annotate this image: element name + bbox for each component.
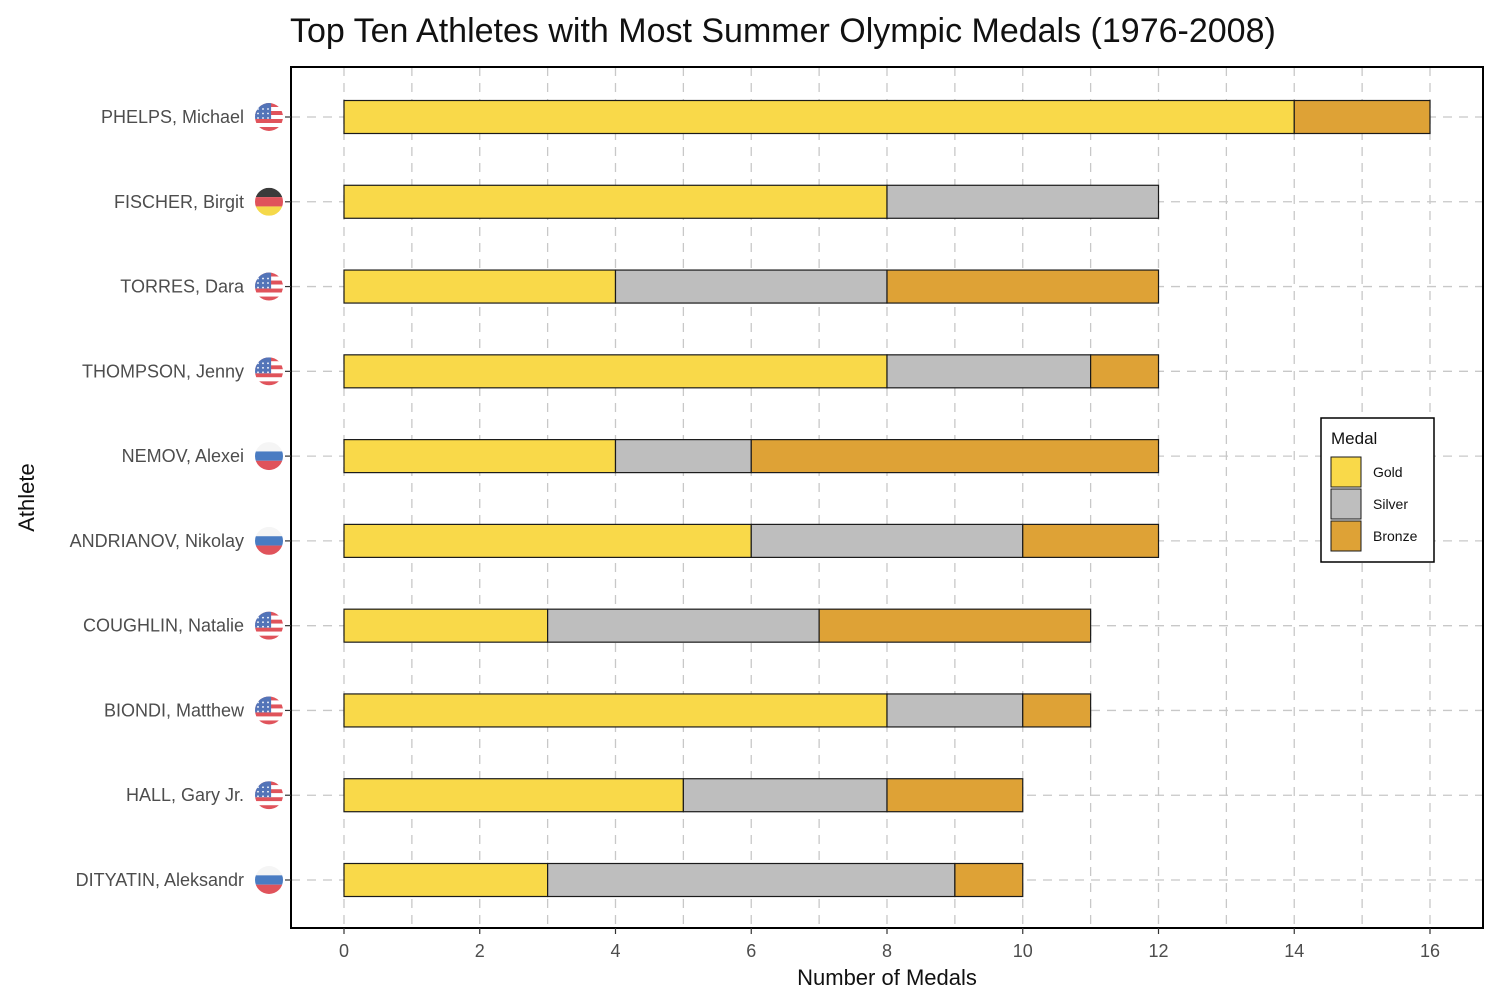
y-tick-label: DITYATIN, Aleksandr xyxy=(76,870,244,890)
x-tick-label: 14 xyxy=(1284,941,1304,961)
legend-swatch-silver xyxy=(1330,488,1362,520)
legend-label-bronze: Bronze xyxy=(1373,528,1418,544)
bar-gold-4 xyxy=(343,439,617,474)
bar-silver-6 xyxy=(547,608,820,643)
bar-gold-6 xyxy=(343,608,549,643)
legend-title: Medal xyxy=(1331,429,1377,448)
bar-gold-5 xyxy=(343,523,752,558)
x-axis-title: Number of Medals xyxy=(797,965,977,990)
x-tick-label: 0 xyxy=(339,941,349,961)
x-tick-label: 12 xyxy=(1148,941,1168,961)
bar-bronze-0 xyxy=(1293,99,1431,135)
legend-swatch-bronze xyxy=(1330,520,1362,552)
bar-gold-8 xyxy=(343,778,684,813)
bar-bronze-9 xyxy=(954,862,1024,898)
y-tick-label: PHELPS, Michael xyxy=(101,107,244,127)
bars xyxy=(343,99,1431,898)
bar-gold-7 xyxy=(343,693,888,728)
bar-gold-9 xyxy=(343,862,549,898)
bar-bronze-2 xyxy=(886,269,1160,304)
x-axis: 0 2 4 6 8 10 12 14 16 xyxy=(339,928,1440,961)
bar-gold-2 xyxy=(343,269,617,304)
bar-gold-3 xyxy=(343,354,888,389)
bar-bronze-8 xyxy=(886,778,1024,813)
usa-flag-icon xyxy=(255,357,283,386)
bar-bronze-6 xyxy=(818,608,1092,643)
usa-flag-icon xyxy=(255,103,283,131)
bar-bronze-5 xyxy=(1022,523,1160,558)
bar-silver-3 xyxy=(886,354,1092,389)
x-tick-label: 6 xyxy=(746,941,756,961)
x-tick-label: 8 xyxy=(882,941,892,961)
bar-silver-9 xyxy=(547,862,956,898)
germany-flag-icon xyxy=(255,187,283,216)
legend-swatch-gold xyxy=(1330,456,1362,488)
y-tick-label: FISCHER, Birgit xyxy=(114,192,244,212)
y-axis-title: Athlete xyxy=(14,463,39,532)
bar-bronze-3 xyxy=(1090,354,1160,389)
bar-silver-7 xyxy=(886,693,1024,728)
legend-label-gold: Gold xyxy=(1373,464,1403,480)
bar-silver-4 xyxy=(614,439,752,474)
y-tick-label: NEMOV, Alexei xyxy=(122,446,244,466)
bar-bronze-4 xyxy=(750,439,1160,474)
x-tick-label: 16 xyxy=(1420,941,1440,961)
bar-gold-1 xyxy=(343,184,888,219)
chart-title: Top Ten Athletes with Most Summer Olympi… xyxy=(290,12,1276,50)
bar-silver-5 xyxy=(750,523,1024,558)
x-tick-label: 10 xyxy=(1013,941,1033,961)
x-tick-label: 2 xyxy=(475,941,485,961)
russia-flag-icon xyxy=(255,866,283,894)
russia-flag-icon xyxy=(255,442,283,471)
y-tick-label: COUGHLIN, Natalie xyxy=(83,616,244,636)
usa-flag-icon xyxy=(255,272,283,301)
usa-flag-icon xyxy=(255,611,283,640)
russia-flag-icon xyxy=(255,526,283,555)
bar-silver-1 xyxy=(886,184,1160,219)
bar-silver-2 xyxy=(614,269,888,304)
y-axis: PHELPS, Michael FISCHER, Birgit TORRES, Da… xyxy=(70,103,291,894)
bar-silver-8 xyxy=(682,778,888,813)
usa-flag-icon xyxy=(255,781,283,810)
y-tick-label: ANDRIANOV, Nikolay xyxy=(70,531,244,551)
y-tick-label: TORRES, Dara xyxy=(120,277,245,297)
x-tick-label: 4 xyxy=(610,941,620,961)
bar-gold-0 xyxy=(343,99,1295,135)
legend-label-silver: Silver xyxy=(1373,496,1408,512)
y-tick-label: HALL, Gary Jr. xyxy=(126,785,244,805)
y-tick-label: THOMPSON, Jenny xyxy=(82,361,244,381)
usa-flag-icon xyxy=(255,696,283,725)
bar-bronze-7 xyxy=(1022,693,1092,728)
y-tick-label: BIONDI, Matthew xyxy=(104,700,245,720)
legend: Medal Gold Silver Bronze xyxy=(1320,417,1435,563)
